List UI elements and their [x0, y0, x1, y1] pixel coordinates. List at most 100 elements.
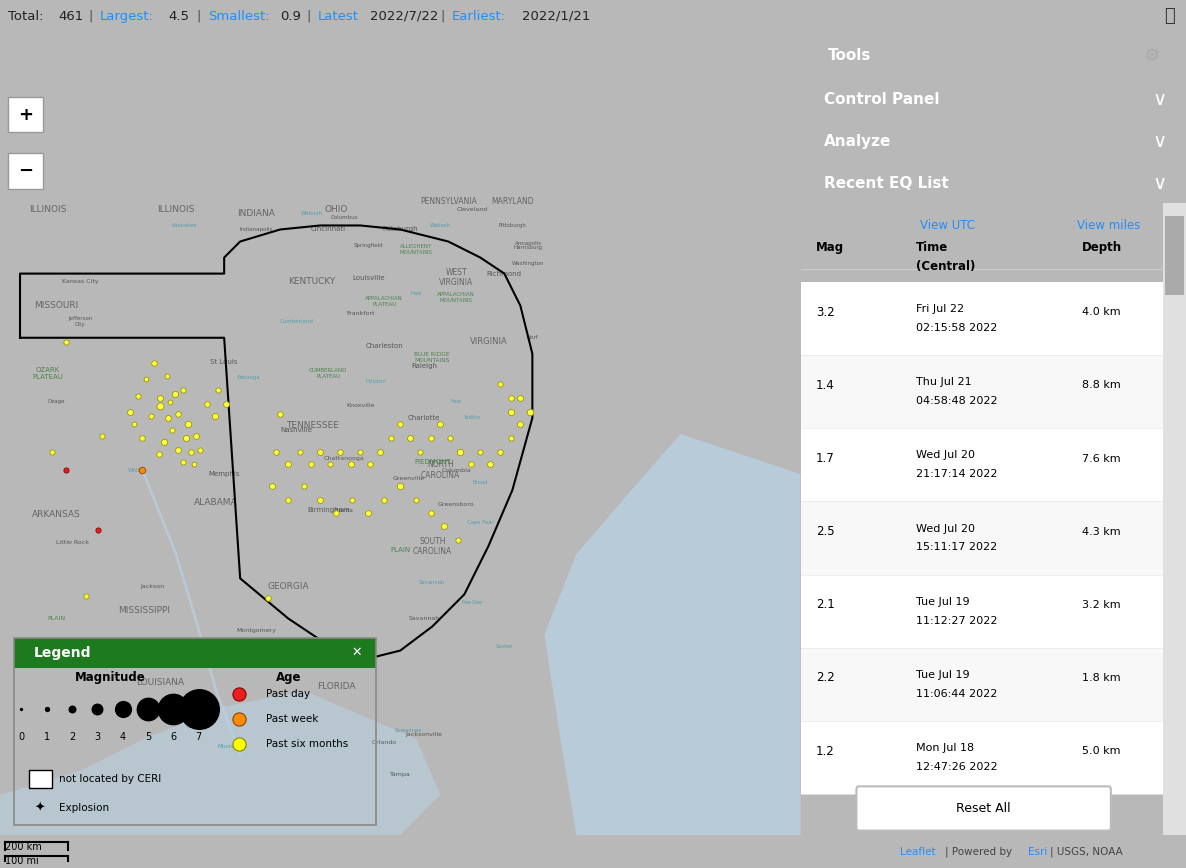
- Text: Legend: Legend: [34, 646, 91, 660]
- FancyBboxPatch shape: [856, 786, 1111, 831]
- FancyBboxPatch shape: [801, 575, 1162, 648]
- Text: 21:17:14 2022: 21:17:14 2022: [916, 470, 997, 479]
- Point: [205, 410, 224, 424]
- Point: [216, 397, 235, 411]
- Point: [159, 411, 178, 425]
- FancyBboxPatch shape: [801, 428, 1162, 502]
- Point: [154, 435, 173, 449]
- Text: Tampa: Tampa: [390, 773, 410, 778]
- Point: [502, 404, 521, 418]
- Text: Cape Fear: Cape Fear: [467, 520, 493, 525]
- Text: Haw: Haw: [410, 291, 422, 296]
- Point: [186, 429, 205, 443]
- Text: Jacksonville: Jacksonville: [406, 733, 442, 737]
- Text: 3.2: 3.2: [816, 306, 835, 319]
- Text: Louisville: Louisville: [352, 274, 384, 280]
- Point: [259, 591, 278, 605]
- Text: PLAIN: PLAIN: [390, 548, 410, 553]
- Text: 0: 0: [19, 732, 25, 742]
- Text: 100 mi: 100 mi: [5, 856, 39, 865]
- Text: 0.9: 0.9: [280, 10, 301, 23]
- Point: [56, 464, 75, 477]
- Text: Little Rock: Little Rock: [56, 540, 89, 545]
- Text: Frankfort: Frankfort: [346, 312, 375, 316]
- Point: [511, 391, 530, 404]
- Point: [361, 457, 380, 471]
- Point: [371, 444, 390, 458]
- Text: Jefferson
City: Jefferson City: [68, 316, 93, 327]
- Point: [491, 378, 510, 391]
- Point: [162, 423, 181, 437]
- Point: [165, 387, 184, 401]
- Text: Washington: Washington: [512, 261, 544, 266]
- Text: 1.2: 1.2: [816, 745, 835, 758]
- Text: ALABAMA: ALABAMA: [195, 497, 238, 507]
- Point: [267, 444, 286, 458]
- FancyBboxPatch shape: [28, 770, 52, 788]
- Point: [88, 702, 107, 716]
- Text: 461: 461: [58, 10, 83, 23]
- FancyBboxPatch shape: [8, 154, 43, 188]
- Text: Cumberland: Cumberland: [279, 319, 313, 325]
- Point: [179, 418, 198, 431]
- Text: ∨: ∨: [1153, 174, 1167, 193]
- Point: [301, 457, 320, 471]
- Text: Greensboro: Greensboro: [438, 502, 474, 507]
- Point: [37, 702, 56, 716]
- Point: [93, 429, 111, 443]
- Point: [168, 407, 187, 421]
- Text: Wed Jul 20: Wed Jul 20: [916, 523, 975, 534]
- Text: 7.6 km: 7.6 km: [1082, 454, 1121, 464]
- Text: (Central): (Central): [916, 260, 976, 273]
- Text: Age: Age: [276, 671, 302, 684]
- Text: Control Panel: Control Panel: [823, 92, 939, 108]
- Text: Chattanooga: Chattanooga: [324, 456, 364, 461]
- Point: [173, 383, 192, 397]
- Point: [191, 443, 210, 457]
- Text: Red: Red: [187, 724, 197, 729]
- Text: Wed Jul 20: Wed Jul 20: [916, 450, 975, 460]
- Text: Analyze: Analyze: [823, 134, 891, 149]
- Text: Total:: Total:: [8, 10, 44, 23]
- Point: [270, 407, 289, 421]
- Text: ILLINOIS: ILLINOIS: [30, 205, 66, 214]
- Point: [43, 444, 62, 458]
- Text: Leaflet: Leaflet: [900, 846, 936, 857]
- Point: [343, 493, 362, 507]
- Point: [151, 391, 170, 404]
- Text: Thu Jul 21: Thu Jul 21: [916, 378, 971, 387]
- Point: [375, 493, 394, 507]
- Text: Explosion: Explosion: [59, 803, 109, 812]
- Text: Yadkin: Yadkin: [464, 416, 480, 420]
- Text: PLAIN: PLAIN: [47, 616, 65, 621]
- Text: −: −: [18, 162, 33, 180]
- Text: 5.0 km: 5.0 km: [1082, 746, 1121, 756]
- Text: Holston: Holston: [365, 379, 387, 385]
- Text: Haw: Haw: [451, 399, 461, 404]
- Text: 2.1: 2.1: [816, 598, 835, 611]
- Text: WEST
VIRGINIA: WEST VIRGINIA: [439, 268, 473, 287]
- Text: Mississippi: Mississippi: [217, 744, 247, 749]
- Text: Springfield: Springfield: [353, 243, 383, 248]
- Text: Norf: Norf: [527, 335, 538, 340]
- Point: [451, 444, 470, 458]
- Point: [120, 404, 139, 418]
- Text: 2022/1/21: 2022/1/21: [522, 10, 591, 23]
- Text: not located by CERI: not located by CERI: [59, 774, 161, 784]
- Text: Harrisburg: Harrisburg: [514, 245, 543, 250]
- Text: Montgomery: Montgomery: [236, 628, 276, 633]
- Text: Tools: Tools: [828, 48, 871, 63]
- Point: [136, 372, 155, 386]
- Text: Mon Jul 18: Mon Jul 18: [916, 743, 975, 753]
- Text: Cleveland: Cleveland: [457, 207, 487, 212]
- FancyBboxPatch shape: [14, 638, 376, 667]
- Text: 8.8 km: 8.8 km: [1082, 380, 1121, 391]
- Text: Earliest:: Earliest:: [452, 10, 506, 23]
- Point: [294, 479, 313, 493]
- Text: ITA MOUNTAINS: ITA MOUNTAINS: [31, 640, 81, 645]
- Text: | Powered by: | Powered by: [945, 846, 1012, 857]
- Text: Tallahassee: Tallahassee: [334, 660, 370, 665]
- Point: [63, 702, 82, 716]
- Text: 200 km: 200 km: [5, 842, 42, 852]
- Text: 6: 6: [171, 732, 177, 742]
